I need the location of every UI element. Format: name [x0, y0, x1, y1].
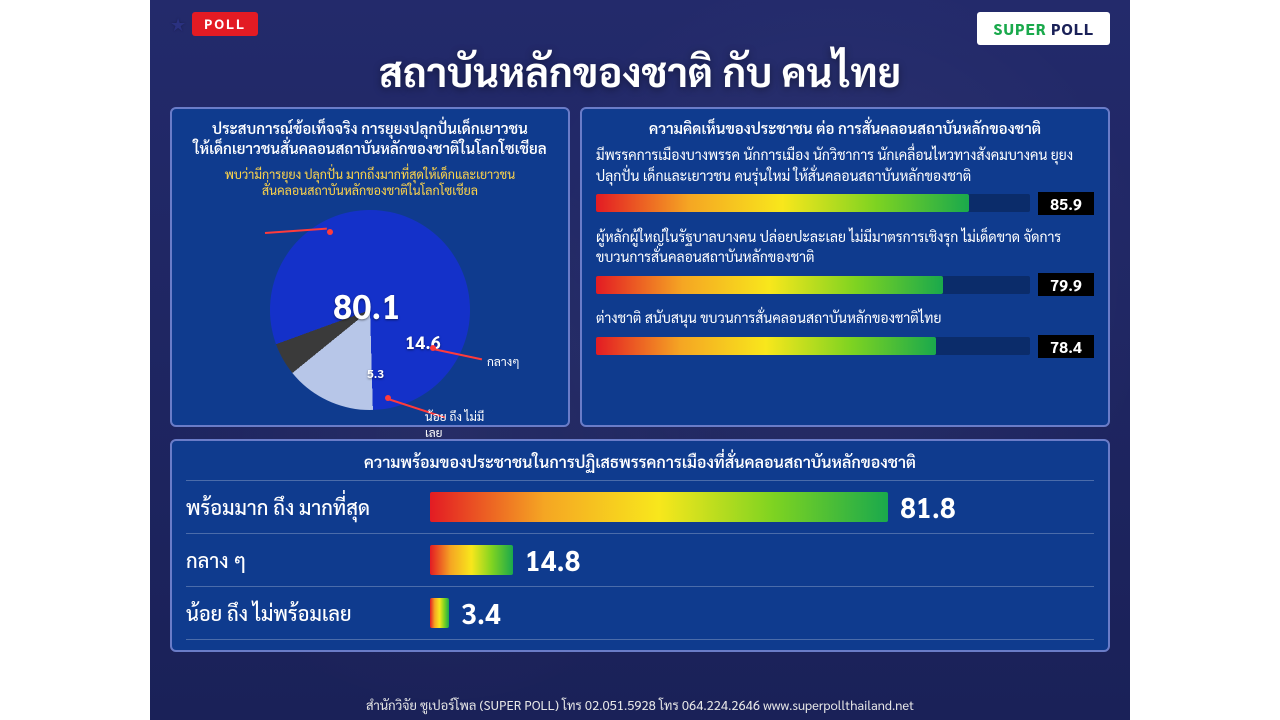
pie-panel: ประสบการณ์ข้อเท็จจริง การยุยงปลุกปั่นเด็…	[170, 107, 570, 427]
opinion-bar-value: 79.9	[1038, 273, 1094, 296]
bottom-row-bar	[430, 545, 513, 575]
opinion-bar-row: 85.9	[596, 192, 1094, 215]
opinion-item: มีพรรคการเมืองบางพรรค นักการเมือง นักวิช…	[596, 145, 1094, 215]
bottom-rows: พร้อมมาก ถึง มากที่สุด 81.8 กลาง ๆ 14.8 น้อย…	[186, 480, 1094, 640]
brand-logo: SUPER POLL	[977, 12, 1110, 45]
bottom-row-bar	[430, 492, 888, 522]
pie-label-mid: 14.6	[405, 331, 441, 354]
bottom-row: น้อย ถึง ไม่พร้อมเลย 3.4	[186, 586, 1094, 640]
bottom-panel-title: ความพร้อมของประชาชนในการปฏิเสธพรรคการเมื…	[186, 451, 1094, 472]
bottom-row-label: กลาง ๆ	[186, 547, 416, 573]
bottom-row: กลาง ๆ 14.8	[186, 533, 1094, 586]
bottom-row-value: 3.4	[461, 595, 501, 631]
opinion-bar-fill	[596, 276, 943, 294]
bottom-panel: ความพร้อมของประชาชนในการปฏิเสธพรรคการเมื…	[170, 439, 1110, 652]
star-icon: ★	[170, 13, 186, 36]
bottom-row-bar	[430, 598, 449, 628]
opinion-bar-slot	[596, 337, 1030, 355]
pie-panel-title: ประสบการณ์ข้อเท็จจริง การยุยงปลุกปั่นเด็…	[186, 119, 554, 160]
page-title: สถาบันหลักของชาติ กับ คนไทย	[150, 45, 1130, 97]
bottom-row-label: พร้อมมาก ถึง มากที่สุด	[186, 494, 416, 520]
opinion-bar-row: 78.4	[596, 335, 1094, 358]
opinion-bar-fill	[596, 337, 936, 355]
callout-mid: กลางๆ	[487, 353, 520, 369]
opinion-bar-slot	[596, 276, 1030, 294]
opinion-text: มีพรรคการเมืองบางพรรค นักการเมือง นักวิช…	[596, 145, 1094, 186]
footer-text: สำนักวิจัย ซูเปอร์โพล (SUPER POLL) โทร 0…	[150, 697, 1130, 714]
top-grid: ประสบการณ์ข้อเท็จจริง การยุยงปลุกปั่นเด็…	[150, 107, 1130, 427]
opinion-text: ต่างชาติ สนับสนุน ขบวนการสั่นคลอนสถาบันห…	[596, 308, 1094, 328]
bottom-row-label: น้อย ถึง ไม่พร้อมเลย	[186, 600, 416, 626]
bottom-row: พร้อมมาก ถึง มากที่สุด 81.8	[186, 480, 1094, 533]
opinion-bar-value: 78.4	[1038, 335, 1094, 358]
opinion-bar-row: 79.9	[596, 273, 1094, 296]
pie-label-main: 80.1	[333, 283, 401, 327]
pie-wrap: 80.1 14.6 5.3 กลางๆ น้อย ถึง ไม่มีเลย	[255, 205, 485, 415]
opinion-list: มีพรรคการเมืองบางพรรค นักการเมือง นักวิช…	[596, 145, 1094, 357]
opinion-text: ผู้หลักผู้ใหญ่ในรัฐบาลบางคน ปล่อยปะละเลย…	[596, 227, 1094, 268]
brand-super: SUPER	[993, 18, 1046, 39]
poll-tag: ★ POLL	[170, 12, 258, 36]
brand-poll: POLL	[1051, 18, 1094, 39]
opinion-panel-title: ความคิดเห็นของประชาชน ต่อ การสั่นคลอนสถา…	[596, 119, 1094, 139]
opinion-bar-fill	[596, 194, 969, 212]
bottom-row-bar-area: 81.8	[430, 489, 1094, 525]
pie-panel-note: พบว่ามีการยุยง ปลุกปั่น มากถึงมากที่สุดใ…	[186, 166, 554, 200]
opinion-bar-value: 85.9	[1038, 192, 1094, 215]
bottom-row-bar-area: 3.4	[430, 595, 1094, 631]
bottom-row-value: 81.8	[900, 489, 956, 525]
opinion-bar-slot	[596, 194, 1030, 212]
opinion-panel: ความคิดเห็นของประชาชน ต่อ การสั่นคลอนสถา…	[580, 107, 1110, 427]
header: ★ POLL SUPER POLL	[150, 0, 1130, 49]
opinion-item: ต่างชาติ สนับสนุน ขบวนการสั่นคลอนสถาบันห…	[596, 308, 1094, 357]
infographic-card: ★ POLL SUPER POLL สถาบันหลักของชาติ กับ …	[150, 0, 1130, 720]
bottom-row-value: 14.8	[525, 542, 581, 578]
opinion-item: ผู้หลักผู้ใหญ่ในรัฐบาลบางคน ปล่อยปะละเลย…	[596, 227, 1094, 297]
bottom-row-bar-area: 14.8	[430, 542, 1094, 578]
callout-small: น้อย ถึง ไม่มีเลย	[425, 408, 485, 440]
pie-label-small: 5.3	[367, 365, 384, 381]
poll-badge: POLL	[192, 12, 258, 36]
